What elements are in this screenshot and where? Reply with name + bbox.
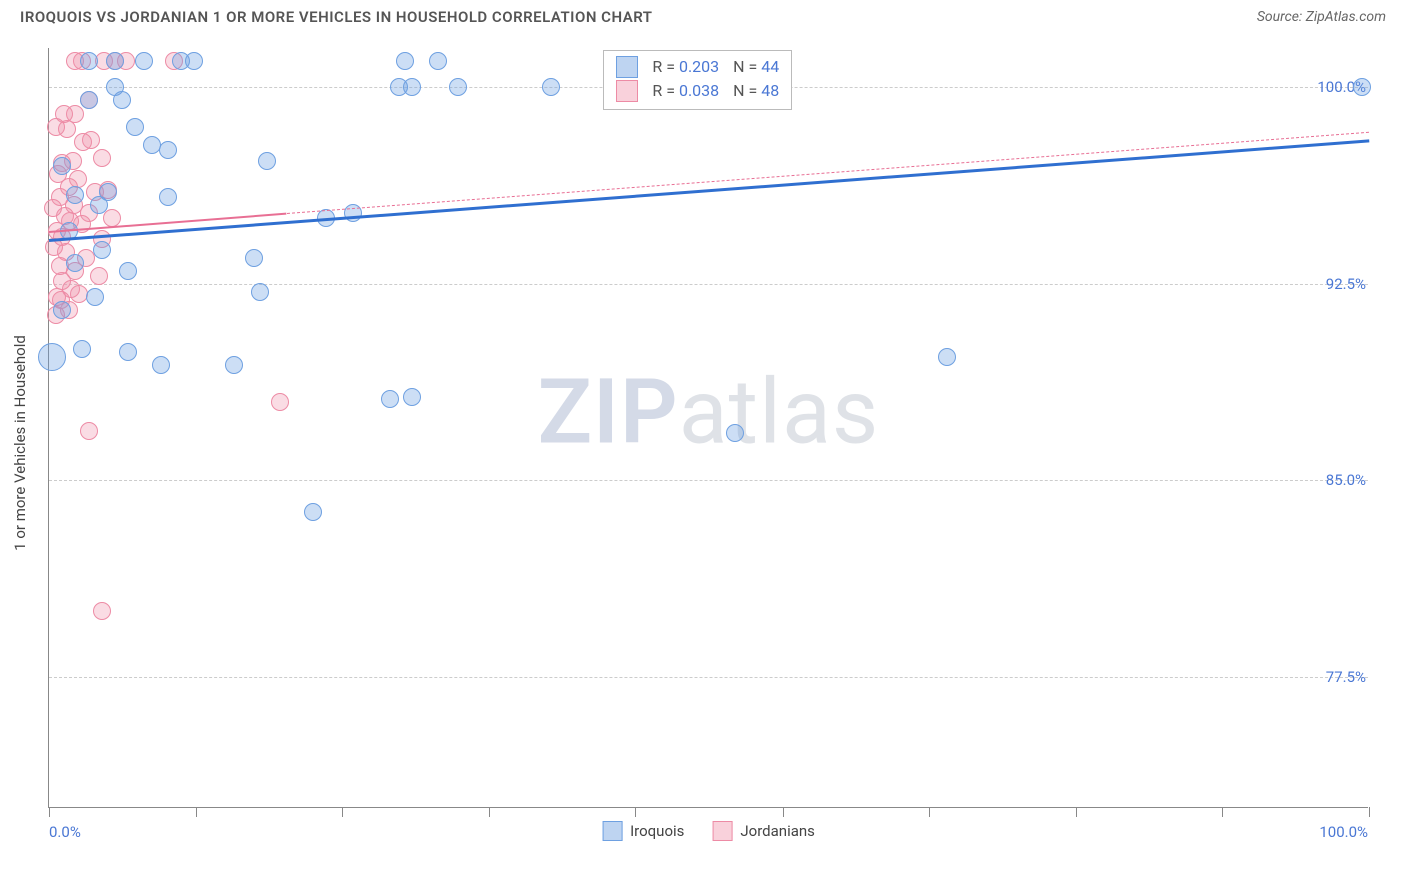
legend-item: Iroquois: [602, 821, 684, 841]
chart-source: Source: ZipAtlas.com: [1257, 9, 1386, 25]
data-point: [47, 118, 65, 136]
data-point: [80, 91, 98, 109]
legend-item: Jordanians: [712, 821, 815, 841]
data-point: [172, 52, 190, 70]
data-point: [66, 254, 84, 272]
data-point: [381, 390, 399, 408]
data-point: [135, 52, 153, 70]
x-tick: [49, 807, 50, 817]
data-point: [225, 356, 243, 374]
gridline: [49, 284, 1368, 285]
watermark: ZIPatlas: [538, 360, 880, 465]
data-point: [938, 348, 956, 366]
data-point: [159, 188, 177, 206]
trend-line: [49, 140, 1369, 243]
gridline: [49, 480, 1368, 481]
data-point: [245, 249, 263, 267]
data-point: [542, 78, 560, 96]
y-tick-label: 77.5%: [1326, 668, 1372, 686]
data-point: [159, 141, 177, 159]
x-tick: [929, 807, 930, 817]
chart-title: IROQUOIS VS JORDANIAN 1 OR MORE VEHICLES…: [20, 8, 653, 26]
legend-row: R = 0.038 N = 48: [616, 79, 779, 103]
data-point: [93, 149, 111, 167]
data-point: [44, 199, 62, 217]
r-label: R =: [652, 81, 679, 100]
x-tick: [196, 807, 197, 817]
x-tick: [1222, 807, 1223, 817]
data-point: [80, 52, 98, 70]
data-point: [86, 288, 104, 306]
scatter-plot: ZIPatlas 77.5%85.0%92.5%100.0%0.0%100.0%…: [48, 48, 1368, 808]
x-tick: [635, 807, 636, 817]
x-tick: [783, 807, 784, 817]
data-point: [53, 157, 71, 175]
data-point: [304, 503, 322, 521]
r-value: 0.203: [679, 57, 719, 76]
watermark-left: ZIP: [538, 360, 679, 465]
data-point: [90, 267, 108, 285]
series-legend: Iroquois Jordanians: [602, 821, 815, 841]
data-point: [126, 118, 144, 136]
data-point: [38, 343, 66, 371]
n-value: 48: [761, 81, 779, 100]
data-point: [90, 196, 108, 214]
x-tick: [1369, 807, 1370, 817]
data-point: [403, 78, 421, 96]
data-point: [1353, 78, 1371, 96]
x-tick: [342, 807, 343, 817]
data-point: [106, 78, 124, 96]
legend-swatch: [616, 56, 638, 78]
data-point: [403, 388, 421, 406]
x-tick: [1076, 807, 1077, 817]
chart-area: 1 or more Vehicles in Household ZIPatlas…: [48, 48, 1388, 838]
data-point: [396, 52, 414, 70]
data-point: [429, 52, 447, 70]
legend-row: R = 0.203 N = 44: [616, 55, 779, 79]
data-point: [143, 136, 161, 154]
watermark-right: atlas: [679, 360, 880, 465]
data-point: [93, 602, 111, 620]
n-label: N =: [733, 57, 761, 76]
legend-swatch: [616, 80, 638, 102]
data-point: [119, 262, 137, 280]
data-point: [73, 340, 91, 358]
data-point: [271, 393, 289, 411]
chart-header: IROQUOIS VS JORDANIAN 1 OR MORE VEHICLES…: [0, 0, 1406, 30]
data-point: [80, 422, 98, 440]
data-point: [449, 78, 467, 96]
gridline: [49, 677, 1368, 678]
data-point: [74, 133, 92, 151]
legend-swatch: [712, 821, 732, 841]
data-point: [53, 301, 71, 319]
trend-line: [287, 132, 1369, 214]
data-point: [119, 343, 137, 361]
y-tick-label: 85.0%: [1326, 471, 1372, 489]
data-point: [726, 424, 744, 442]
x-tick: [489, 807, 490, 817]
y-tick-label: 92.5%: [1326, 275, 1372, 293]
correlation-legend: R = 0.203 N = 44 R = 0.038 N = 48: [603, 50, 792, 110]
r-value: 0.038: [679, 81, 719, 100]
data-point: [152, 356, 170, 374]
data-point: [93, 241, 111, 259]
legend-label: Iroquois: [630, 822, 684, 840]
r-label: R =: [652, 57, 679, 76]
data-point: [251, 283, 269, 301]
legend-swatch: [602, 821, 622, 841]
n-label: N =: [733, 81, 761, 100]
data-point: [258, 152, 276, 170]
x-max-label: 100.0%: [1319, 823, 1368, 841]
x-min-label: 0.0%: [49, 823, 81, 841]
legend-label: Jordanians: [740, 822, 815, 840]
n-value: 44: [761, 57, 779, 76]
y-axis-title: 1 or more Vehicles in Household: [11, 335, 29, 551]
data-point: [106, 52, 124, 70]
data-point: [66, 186, 84, 204]
